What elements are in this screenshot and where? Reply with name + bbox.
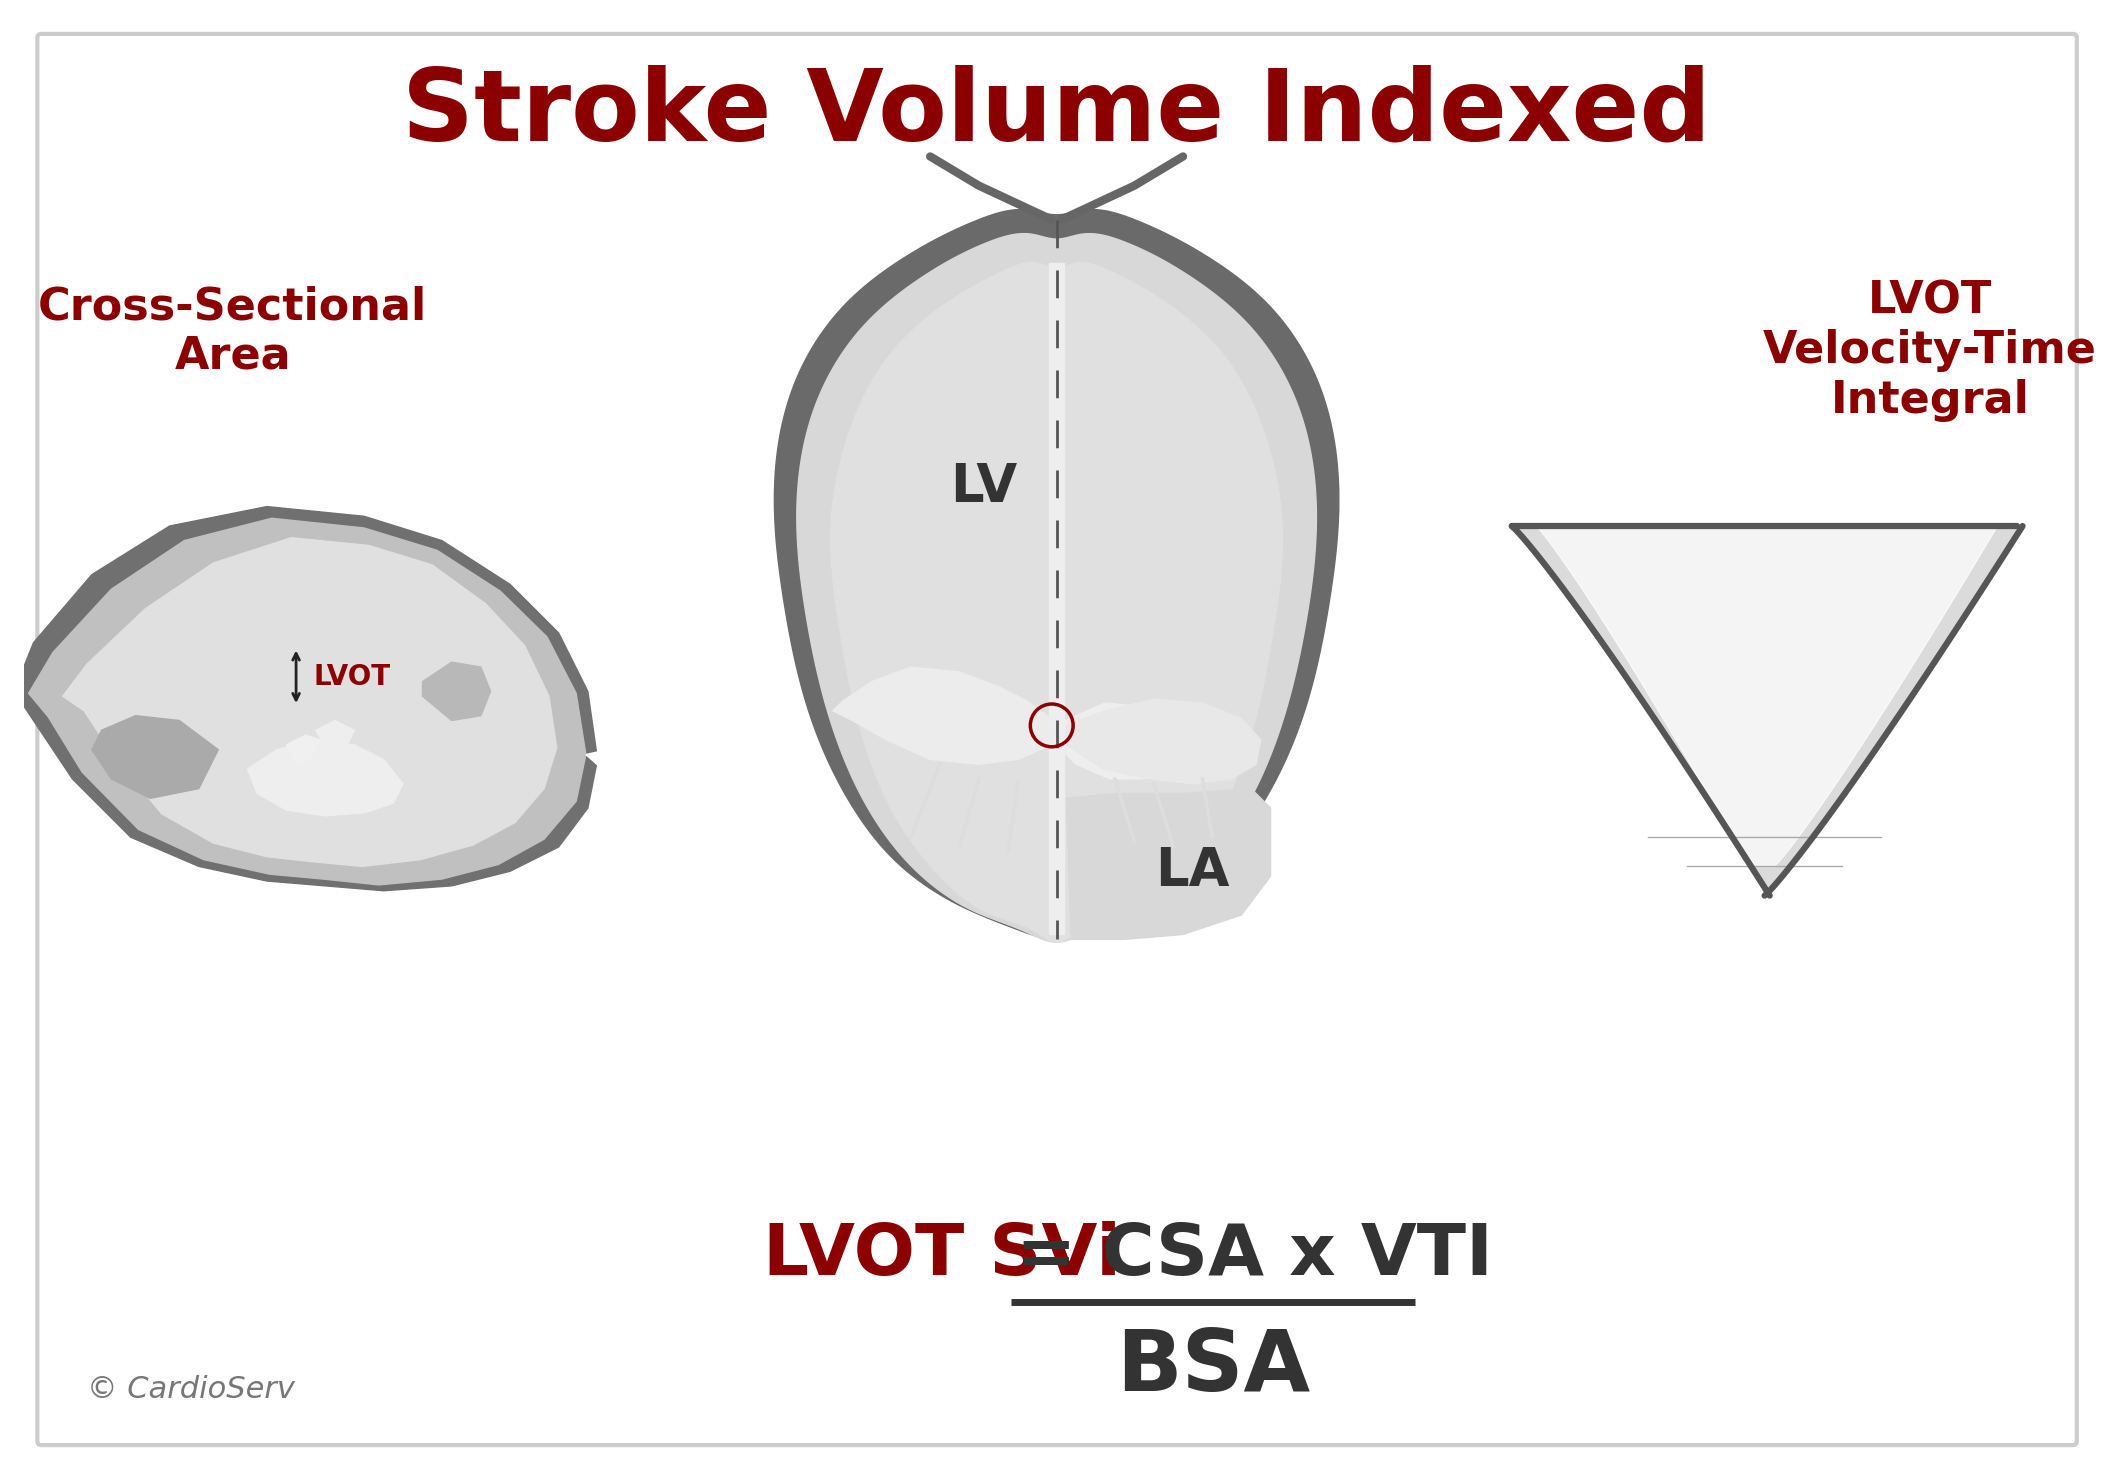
Polygon shape (62, 538, 557, 867)
Polygon shape (586, 750, 612, 769)
Polygon shape (1056, 703, 1184, 779)
Polygon shape (91, 716, 219, 799)
Polygon shape (15, 507, 597, 890)
Text: LVOT: LVOT (314, 663, 391, 691)
Text: LVOT SVi: LVOT SVi (763, 1222, 1145, 1290)
Text: LVOT
Velocity-Time
Integral: LVOT Velocity-Time Integral (1764, 280, 2097, 423)
Text: Cross-Sectional
Area: Cross-Sectional Area (38, 285, 427, 379)
Polygon shape (314, 720, 355, 754)
Polygon shape (246, 740, 404, 816)
Polygon shape (1536, 527, 1998, 867)
FancyBboxPatch shape (38, 34, 2076, 1445)
Polygon shape (1067, 700, 1260, 784)
Polygon shape (774, 210, 1339, 939)
Polygon shape (797, 234, 1315, 942)
Text: = CSA x VTI: = CSA x VTI (1016, 1222, 1492, 1290)
Polygon shape (831, 263, 1281, 942)
Polygon shape (423, 663, 491, 720)
Text: © CardioServ: © CardioServ (87, 1375, 295, 1404)
Polygon shape (287, 735, 321, 765)
Polygon shape (1050, 263, 1065, 935)
Text: BSA: BSA (1116, 1325, 1309, 1409)
Text: Stroke Volume Indexed: Stroke Volume Indexed (402, 64, 1711, 161)
Polygon shape (28, 518, 586, 884)
Polygon shape (833, 667, 1056, 765)
Polygon shape (1511, 527, 2023, 896)
Text: LA: LA (1156, 846, 1230, 898)
Text: LV: LV (950, 461, 1018, 513)
Polygon shape (1067, 788, 1271, 939)
